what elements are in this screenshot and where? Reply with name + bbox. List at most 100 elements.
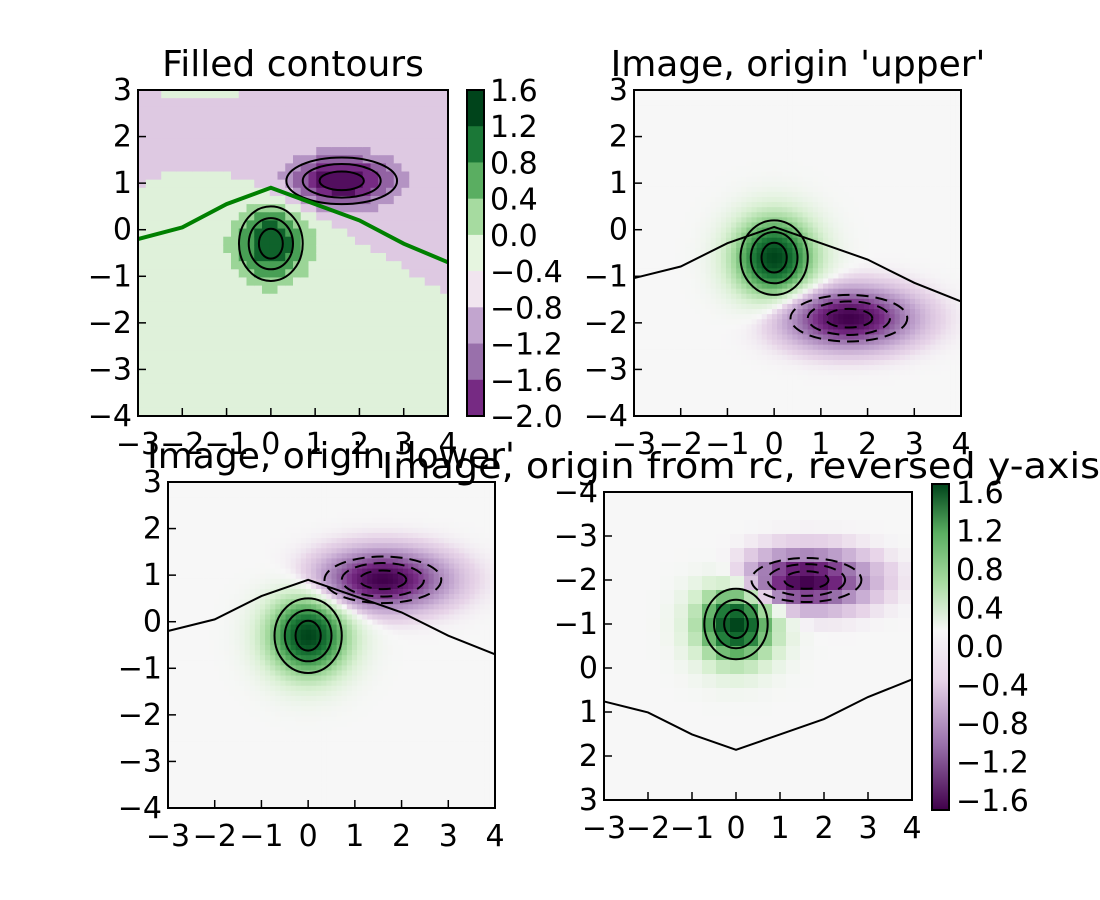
- heatmap-cell: [169, 147, 178, 156]
- heatmap-cell: [863, 202, 870, 208]
- heatmap-cell: [308, 326, 317, 336]
- heatmap-cell: [787, 181, 793, 188]
- heatmap-cell: [720, 370, 727, 376]
- heatmap-cell: [828, 293, 834, 300]
- heatmap-cell: [874, 232, 880, 239]
- heatmap-cell: [417, 98, 426, 107]
- heatmap-cell: [690, 395, 696, 402]
- heatmap-cell: [889, 258, 896, 264]
- heatmap-cell: [715, 288, 722, 295]
- heatmap-cell: [720, 227, 727, 234]
- heatmap-cell: [715, 161, 722, 167]
- heatmap-cell: [746, 359, 753, 366]
- heatmap-cell: [766, 146, 773, 152]
- heatmap-cell: [720, 135, 727, 142]
- heatmap-cell: [863, 324, 870, 330]
- heatmap-cell: [705, 390, 712, 397]
- heatmap-cell: [362, 122, 372, 132]
- heatmap-cell: [889, 90, 896, 96]
- heatmap-cell: [634, 334, 640, 341]
- heatmap-cell: [669, 171, 676, 178]
- heatmap-cell: [161, 90, 170, 99]
- heatmap-cell: [889, 278, 896, 285]
- heatmap-cell: [634, 191, 640, 198]
- heatmap-cell: [833, 227, 839, 234]
- heatmap-cell: [654, 237, 661, 244]
- heatmap-cell: [777, 166, 783, 173]
- heatmap-cell: [417, 375, 426, 384]
- heatmap-cell: [817, 212, 824, 218]
- heatmap-cell: [894, 156, 901, 162]
- heatmap-cell: [848, 253, 855, 259]
- heatmap-cell: [766, 120, 773, 127]
- heatmap-cell: [169, 236, 178, 246]
- heatmap-cell: [787, 405, 793, 412]
- heatmap-cell: [417, 301, 426, 311]
- heatmap-cell: [674, 95, 681, 101]
- heatmap-cell: [823, 171, 829, 178]
- heatmap-cell: [858, 217, 865, 224]
- heatmap-cell: [138, 155, 147, 164]
- heatmap-cell: [741, 161, 748, 167]
- heatmap-cell: [634, 263, 640, 269]
- heatmap-cell: [285, 138, 294, 148]
- heatmap-cell: [761, 217, 768, 224]
- heatmap-cell: [715, 273, 722, 280]
- heatmap-cell: [869, 370, 875, 376]
- heatmap-cell: [238, 261, 248, 270]
- heatmap-cell: [787, 400, 793, 407]
- heatmap-cell: [654, 410, 661, 417]
- heatmap-cell: [417, 310, 426, 319]
- heatmap-cell: [853, 237, 860, 244]
- heatmap-cell: [401, 293, 410, 303]
- heatmap-cell: [644, 140, 650, 147]
- heatmap-cell: [817, 95, 824, 101]
- heatmap-cell: [720, 217, 727, 224]
- heatmap-cell: [331, 114, 341, 124]
- heatmap-cell: [331, 253, 341, 262]
- heatmap-cell: [293, 171, 302, 181]
- heatmap-cell: [884, 344, 891, 351]
- heatmap-cell: [339, 114, 348, 124]
- heatmap-cell: [339, 204, 348, 213]
- heatmap-cell: [324, 261, 333, 270]
- heatmap-cell: [659, 253, 666, 259]
- heatmap-cell: [807, 365, 814, 371]
- heatmap-cell: [843, 212, 850, 218]
- heatmap-cell: [432, 261, 441, 270]
- heatmap-cell: [823, 247, 829, 254]
- heatmap-cell: [300, 342, 310, 352]
- heatmap-cell: [833, 146, 839, 152]
- heatmap-cell: [792, 375, 799, 381]
- heatmap-cell: [710, 329, 717, 336]
- heatmap-cell: [277, 407, 286, 417]
- heatmap-cell: [153, 171, 162, 181]
- heatmap-cell: [409, 90, 418, 99]
- heatmap-cell: [649, 120, 656, 127]
- heatmap-cell: [736, 105, 742, 111]
- heatmap-cell: [889, 105, 896, 111]
- heatmap-cell: [874, 191, 880, 198]
- heatmap-cell: [725, 349, 732, 356]
- heatmap-cell: [858, 171, 865, 178]
- heatmap-cell: [669, 303, 676, 310]
- heatmap-cell: [300, 350, 310, 360]
- heatmap-cell: [771, 181, 778, 188]
- heatmap-cell: [843, 380, 850, 387]
- heatmap-cell: [238, 358, 248, 368]
- heatmap-cell: [756, 232, 763, 239]
- heatmap-cell: [644, 105, 650, 111]
- heatmap-cell: [362, 399, 372, 409]
- heatmap-cell: [424, 383, 434, 393]
- heatmap-cell: [833, 196, 839, 203]
- heatmap-cell: [761, 212, 768, 218]
- heatmap-cell: [731, 334, 737, 341]
- heatmap-cell: [705, 191, 712, 198]
- heatmap-cell: [285, 220, 294, 230]
- heatmap-cell: [700, 247, 707, 254]
- heatmap-cell: [792, 105, 799, 111]
- heatmap-cell: [756, 329, 763, 336]
- heatmap-cell: [679, 90, 686, 96]
- heatmap-cell: [238, 122, 248, 132]
- heatmap-cell: [720, 232, 727, 239]
